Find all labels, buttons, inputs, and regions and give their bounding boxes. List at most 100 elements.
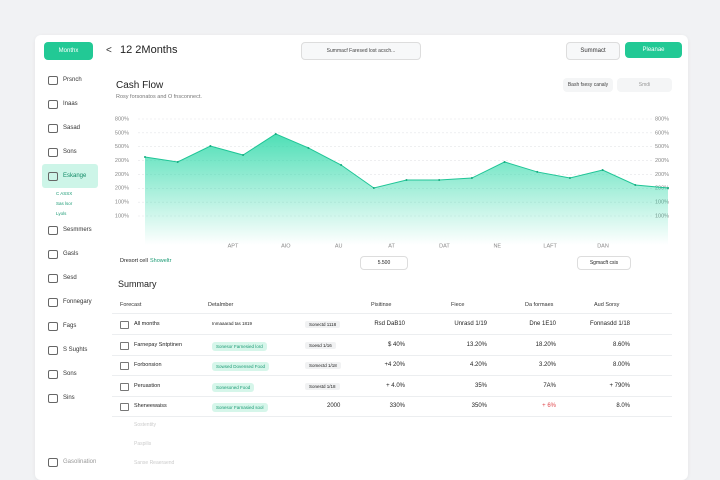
table-cell: 350% [471,403,487,409]
legend[interactable]: Bash fsesy canaly [563,78,613,92]
row-icon [120,382,129,391]
sidebar-item[interactable]: Sons [42,362,98,386]
table-cell: 4.20% [469,362,487,368]
row-icon [120,403,129,411]
table-cell: 2000 [327,403,341,409]
page-title: 12 2Months [120,44,178,56]
row-icon [120,321,129,329]
y2-tick-label: 600% [655,130,669,136]
sidebar-item[interactable]: Gasolination [42,450,98,474]
x-tick-label: APT [228,243,239,249]
table-cell: 8.0% [616,403,630,409]
sidebar-item[interactable]: Gasls [42,242,98,266]
table-cell: + 6% [542,403,556,409]
faded-row: Sostentity [134,422,156,428]
row-rule [112,354,672,356]
sidebar-item[interactable]: Sasad [42,116,98,140]
table-cell: Inmaaarad tas 1819 [212,321,253,326]
footer-select[interactable]: 5.500 [360,256,408,270]
point [340,164,343,167]
y-tick-label: 500% [115,130,129,136]
point [634,183,637,186]
table-cell: 330% [389,403,405,409]
table-cell: 8.60% [612,341,630,348]
point [176,160,179,163]
back-arrow[interactable]: < [106,45,112,56]
table-cell: $ 40% [387,341,405,348]
sidebar-item[interactable]: Fags [42,314,98,338]
table-cell: Sowsed Dovensed Food [212,362,270,371]
x-tick-label: AT [388,243,395,249]
x-tick-label: AU [335,243,343,249]
chart-subtitle: Rosy forsonatos and O fnsconnect. [116,94,202,100]
row-rule [112,375,672,376]
sidebar-item[interactable]: Fonnegary [42,290,98,314]
column-header[interactable]: Forecast [120,302,142,308]
menu-button[interactable]: Monthx [44,42,93,60]
row-rule [112,395,672,397]
period-select[interactable]: Summacf Faresed lost acsch... [301,42,421,60]
sidebar-subitem[interactable]: Lyols [56,210,67,216]
table-cell: Farnepay Sntptinen [134,341,183,348]
point [307,146,310,149]
sidebar-item[interactable]: Sesmmers [42,218,98,242]
y-tick-label: 200% [115,186,129,192]
summary-button[interactable]: Summact [566,42,620,60]
x-tick-label: NE [493,243,501,249]
table-cell: 8.00% [612,362,630,368]
table-cell: Sonesor Farnasied sool [212,403,268,412]
table-cell: +4 20% [384,362,405,368]
sidebar-subitem[interactable]: Sas lsor [56,200,73,206]
point [274,132,277,135]
primary-button[interactable]: Pleanae [625,42,682,58]
table-cell: Sonesoned Food [212,382,255,392]
table-cell: 7A% [543,382,556,389]
table-cell: Unrasd 1/19 [454,321,487,327]
sidebar-subitem[interactable]: C ASSX [56,190,73,196]
y-tick-label: 200% [115,158,129,164]
point [438,178,441,181]
sidebar-item[interactable]: Sons [42,140,98,164]
row-icon [120,341,129,350]
sidebar-item[interactable]: Prsnch [42,68,98,92]
column-header[interactable]: Aud Sorsy [594,302,620,308]
point [667,187,669,190]
legend-extra[interactable]: Smdi [617,78,672,92]
sidebar-item[interactable]: S Sughts [42,338,98,362]
point [242,154,245,157]
table-cell: Somectd 1/18 [305,362,341,369]
footer-label: Dresort cell [120,258,148,264]
x-tick-label: AIO [281,243,291,249]
y2-tick-label: 200% [655,158,669,164]
footer-link[interactable]: Showeltr [150,258,172,264]
point [503,160,506,163]
table-cell: + 4.0% [386,382,405,389]
column-header[interactable]: Fiece [451,302,465,308]
y-tick-label: 100% [115,200,129,206]
table-cell: 13.20% [466,341,487,348]
point [536,170,539,173]
sidebar-item[interactable]: Inaas [42,92,98,116]
x-tick-label: DAT [439,243,450,249]
sidebar-item[interactable]: Sins [42,386,98,410]
chart-title: Cash Flow [116,80,164,91]
point [470,177,473,180]
table-cell: Peruastion [134,382,161,389]
y2-tick-label: 200% [655,172,669,178]
point [601,168,604,171]
table-cell: 3.20% [538,362,556,368]
row-icon [120,362,129,370]
table-cell: Sonesor Farnesied lord [212,341,267,351]
x-tick-label: DAN [597,243,609,249]
sidebar-item[interactable]: Eskange [42,164,98,188]
table-cell: Dne 1E10 [529,321,556,327]
column-header[interactable]: Detalmber [208,302,234,308]
sidebar: Prsnch Inaas Sasad Sons Eskange C ASSX Sas lso… [42,68,98,474]
column-header[interactable]: Pisitinse [371,302,392,308]
footer-right-select[interactable]: Sgmacft csis [577,256,631,270]
column-header[interactable]: Da formaes [525,302,554,308]
sidebar-item[interactable]: Sesd [42,266,98,290]
point [209,145,212,148]
